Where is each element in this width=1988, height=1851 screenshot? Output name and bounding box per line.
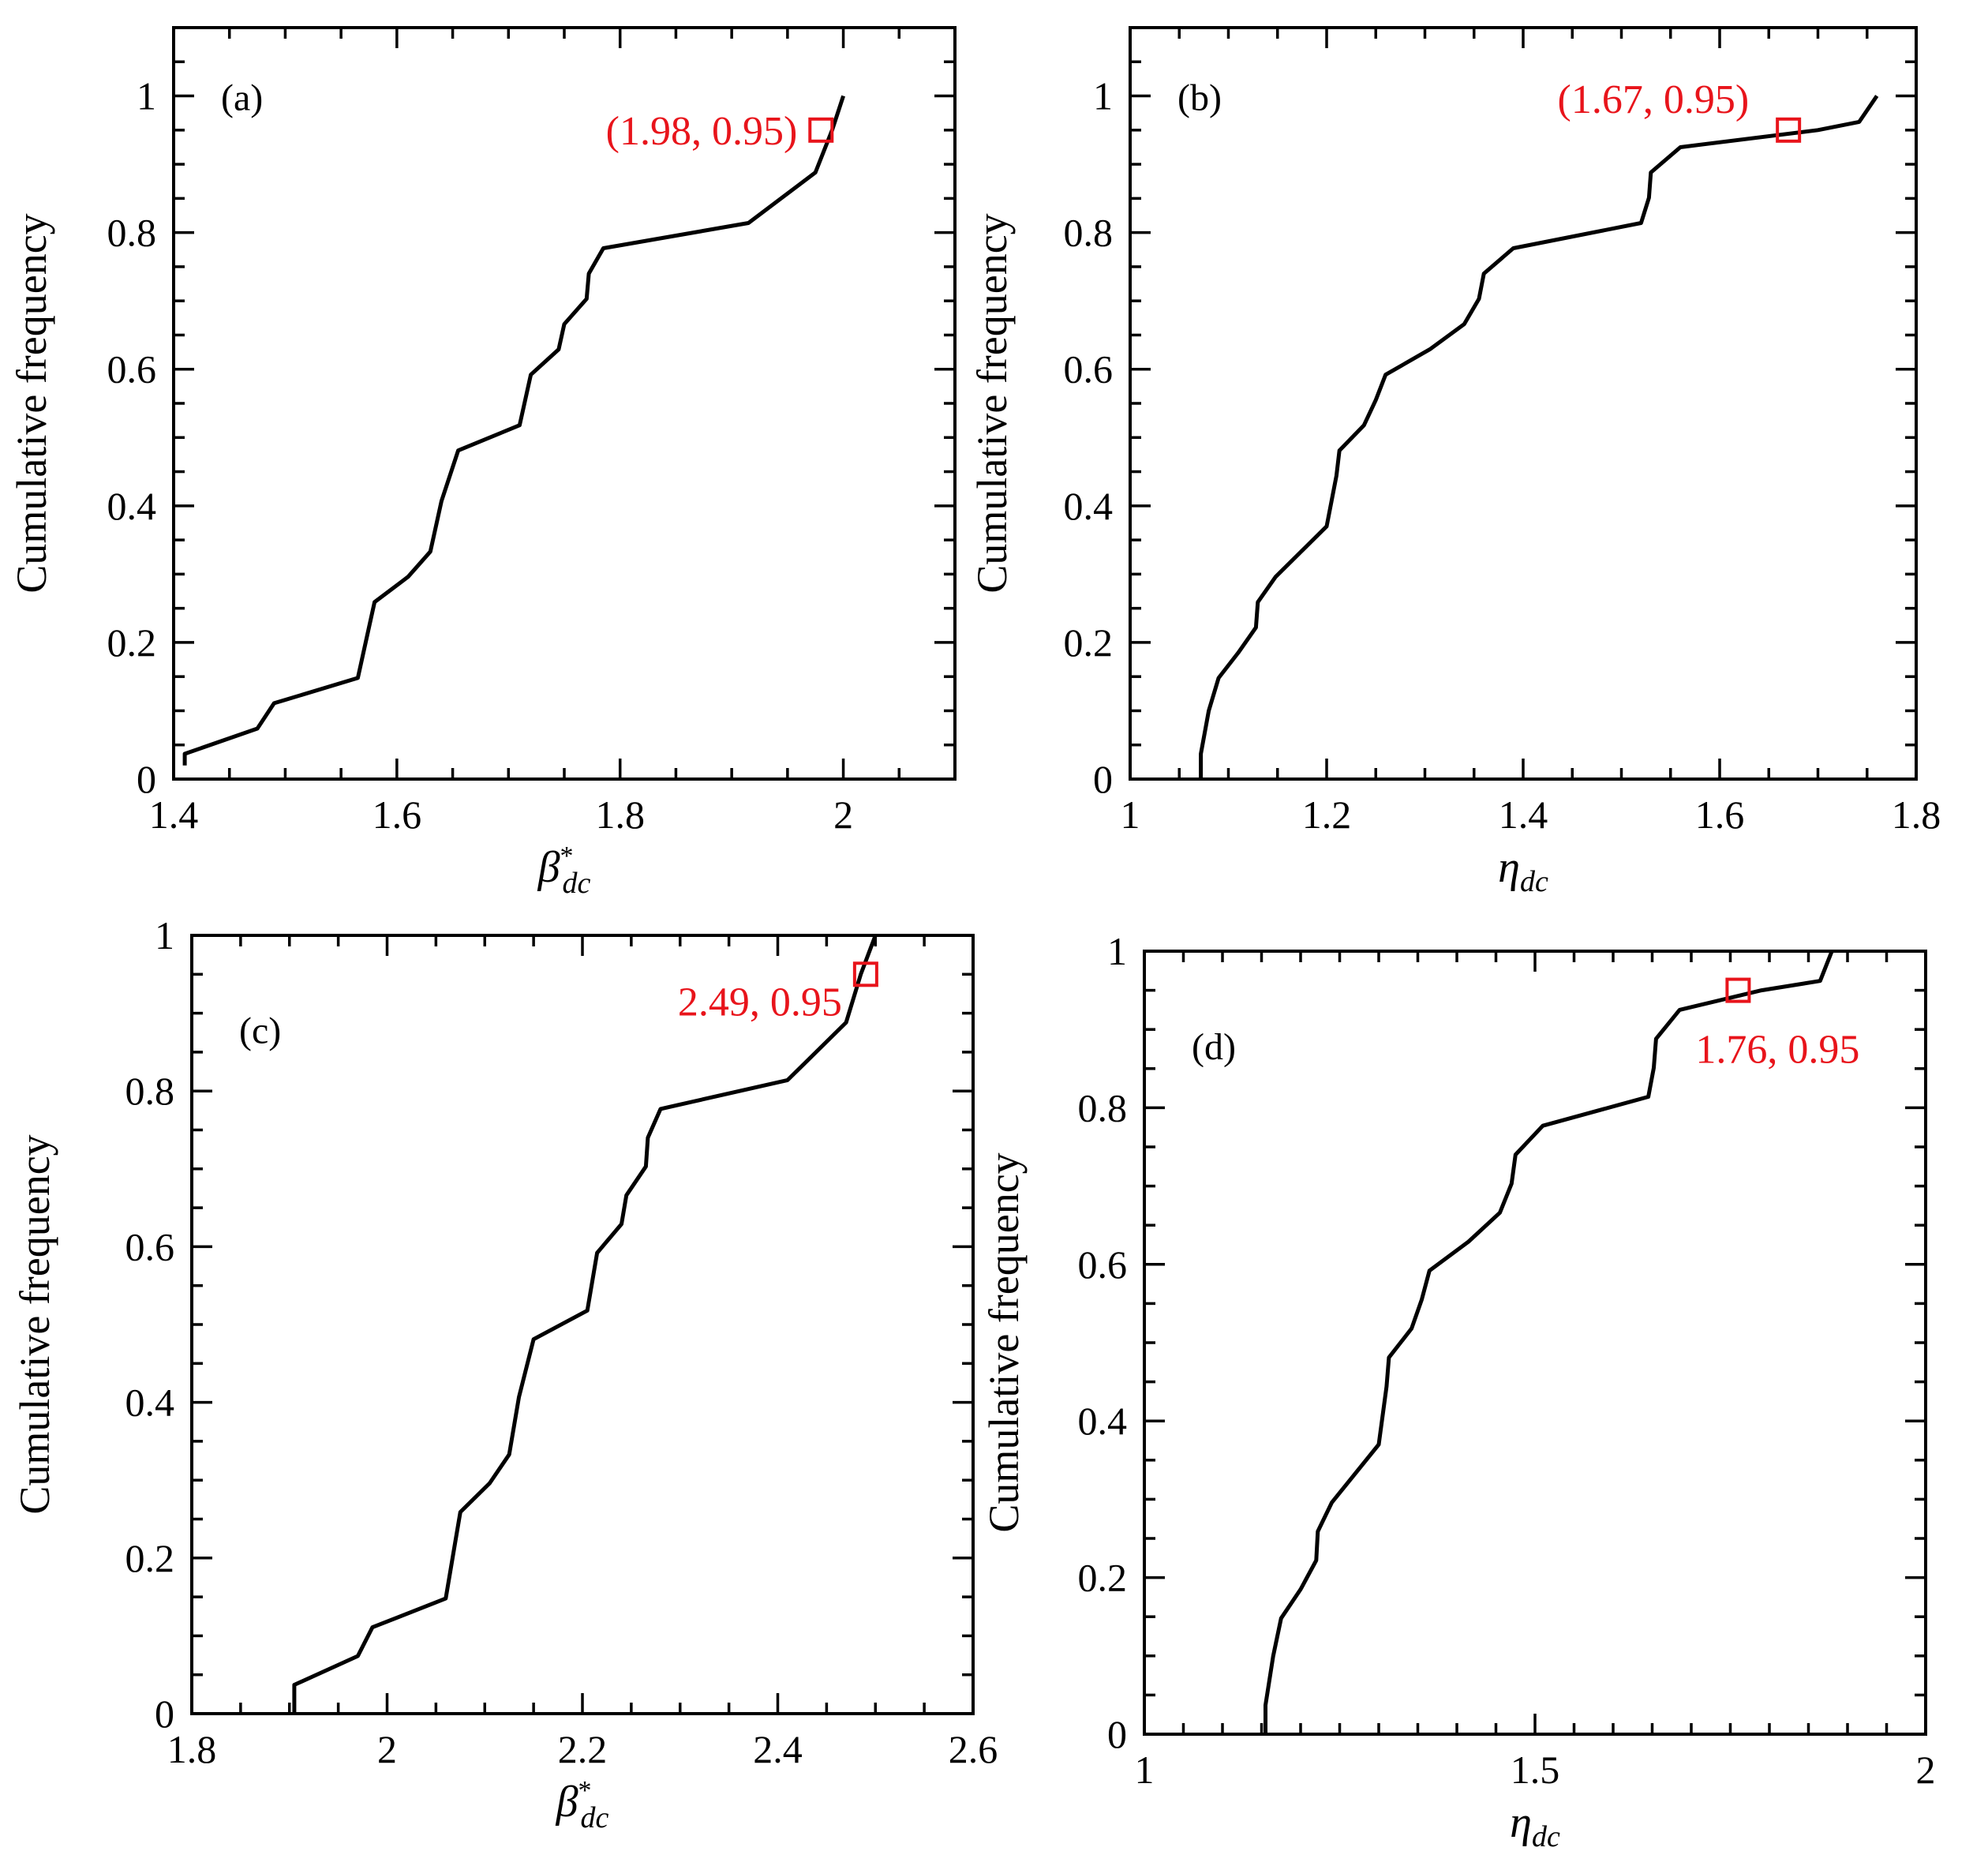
cdf-curve-a: [182, 95, 845, 766]
x-tick-label-a: 1.6: [373, 792, 422, 837]
y-tick-label-b: 0.8: [1064, 211, 1114, 255]
y-tick-label-c: 0.4: [125, 1381, 175, 1425]
x-tick-label-c: 2.6: [949, 1727, 998, 1771]
y-tick-label-a: 0.4: [107, 484, 157, 528]
tick-marks-d: [1143, 950, 1927, 1736]
x-tick-label-d: 1.5: [1511, 1748, 1560, 1792]
y-tick-label-b: 1: [1093, 74, 1113, 118]
x-tick-label-b: 1.2: [1302, 792, 1352, 837]
panel-label-d: (d): [1192, 1026, 1236, 1068]
panel-c: 1.8 2 2.2 2.4 2.6 0 0.2 0.4 0.6 0.8 1 Cumulative fr…: [11, 913, 998, 1834]
cdf-curve-b: [1199, 95, 1879, 779]
y-tick-label-a: 0.8: [107, 211, 157, 255]
y-tick-label-b: 0.2: [1064, 620, 1114, 665]
annotation-c: 2.49, 0.95: [678, 980, 842, 1025]
panel-label-c: (c): [239, 1010, 281, 1051]
x-axis-label-c: β* dc: [556, 1776, 609, 1834]
x-axis-symbol: η: [1498, 843, 1520, 892]
y-axis-label-c: Cumulative frequency: [11, 1134, 58, 1514]
x-axis-subscript: dc: [563, 867, 591, 900]
cdf-curve-d: [1264, 950, 1834, 1734]
y-tick-label-d: 0.2: [1078, 1556, 1128, 1600]
x-tick-label-a: 1.8: [595, 792, 645, 837]
y-tick-label-a: 0.6: [107, 347, 157, 392]
annotation-d: 1.76, 0.95: [1695, 1028, 1859, 1073]
marker-square-d: [1725, 977, 1751, 1003]
x-axis-symbol: β: [556, 1778, 578, 1827]
y-tick-label-d: 0.6: [1078, 1242, 1128, 1287]
y-tick-label-a: 0: [137, 757, 156, 801]
y-tick-label-c: 1: [155, 913, 174, 957]
x-tick-label-b: 1.4: [1499, 792, 1548, 837]
x-tick-label-d: 1: [1135, 1748, 1155, 1792]
marker-square-b: [1776, 117, 1802, 143]
x-axis-subscript: dc: [1520, 865, 1548, 898]
x-axis-superscript: *: [560, 841, 574, 871]
y-tick-label-a: 0.2: [107, 620, 157, 665]
y-tick-label-c: 0.8: [125, 1069, 175, 1113]
panel-a: 1.4 1.6 1.8 2 0 0.2 0.4 0.6 0.8 1 Cumulative frequ…: [8, 26, 957, 900]
y-tick-label-d: 0.8: [1078, 1085, 1128, 1130]
x-axis-label-d: ηdc: [1510, 1798, 1560, 1851]
annotation-b: (1.67, 0.95): [1558, 77, 1750, 122]
marker-square-a: [808, 117, 834, 143]
y-axis-label-b: Cumulative frequency: [968, 213, 1016, 593]
tick-marks-a: [172, 26, 957, 781]
x-tick-label-c: 2.2: [558, 1727, 608, 1771]
x-axis-symbol: β: [537, 843, 560, 892]
y-tick-label-c: 0.2: [125, 1536, 175, 1580]
panel-label-a: (a): [221, 77, 263, 119]
panel-d: 1 1.5 2 0 0.2 0.4 0.6 0.8 1 Cumulative frequency η…: [980, 929, 1936, 1851]
x-tick-label-c: 1.8: [167, 1727, 217, 1771]
panel-b: 1 1.2 1.4 1.6 1.8 0 0.2 0.4 0.6 0.8 1 Cumulative fr…: [968, 26, 1941, 898]
tick-marks-b: [1129, 26, 1918, 781]
x-axis-symbol: η: [1510, 1798, 1532, 1847]
x-tick-label-d: 2: [1916, 1748, 1936, 1792]
x-tick-label-c: 2.4: [753, 1727, 803, 1771]
y-axis-label-d: Cumulative frequency: [980, 1152, 1028, 1532]
x-tick-label-c: 2: [377, 1727, 397, 1771]
x-axis-subscript: dc: [1532, 1820, 1560, 1851]
x-axis-label-b: ηdc: [1498, 843, 1548, 898]
y-tick-label-c: 0: [155, 1692, 174, 1736]
x-tick-label-a: 1.4: [149, 792, 199, 837]
y-tick-label-b: 0.6: [1064, 347, 1114, 392]
x-tick-label-b: 1.6: [1695, 792, 1745, 837]
y-tick-label-b: 0.4: [1064, 484, 1114, 528]
x-tick-label-a: 2: [833, 792, 853, 837]
y-tick-label-c: 0.6: [125, 1224, 175, 1268]
y-tick-label-d: 1: [1107, 929, 1127, 973]
x-axis-label-a: β* dc: [537, 841, 591, 900]
x-tick-label-b: 1.8: [1892, 792, 1941, 837]
y-axis-label-a: Cumulative frequency: [8, 213, 55, 593]
x-axis-superscript: *: [578, 1776, 592, 1805]
y-tick-label-d: 0: [1107, 1712, 1127, 1756]
x-tick-label-b: 1: [1121, 792, 1140, 837]
y-tick-label-a: 1: [137, 74, 156, 118]
panel-label-b: (b): [1177, 77, 1222, 119]
x-axis-subscript: dc: [581, 1801, 609, 1834]
annotation-a: (1.98, 0.95): [606, 109, 798, 154]
cdf-curve-c: [292, 935, 878, 1714]
y-tick-label-d: 0.4: [1078, 1399, 1128, 1443]
marker-square-c: [852, 961, 878, 987]
y-tick-label-b: 0: [1093, 757, 1113, 801]
tick-marks-c: [190, 934, 975, 1715]
